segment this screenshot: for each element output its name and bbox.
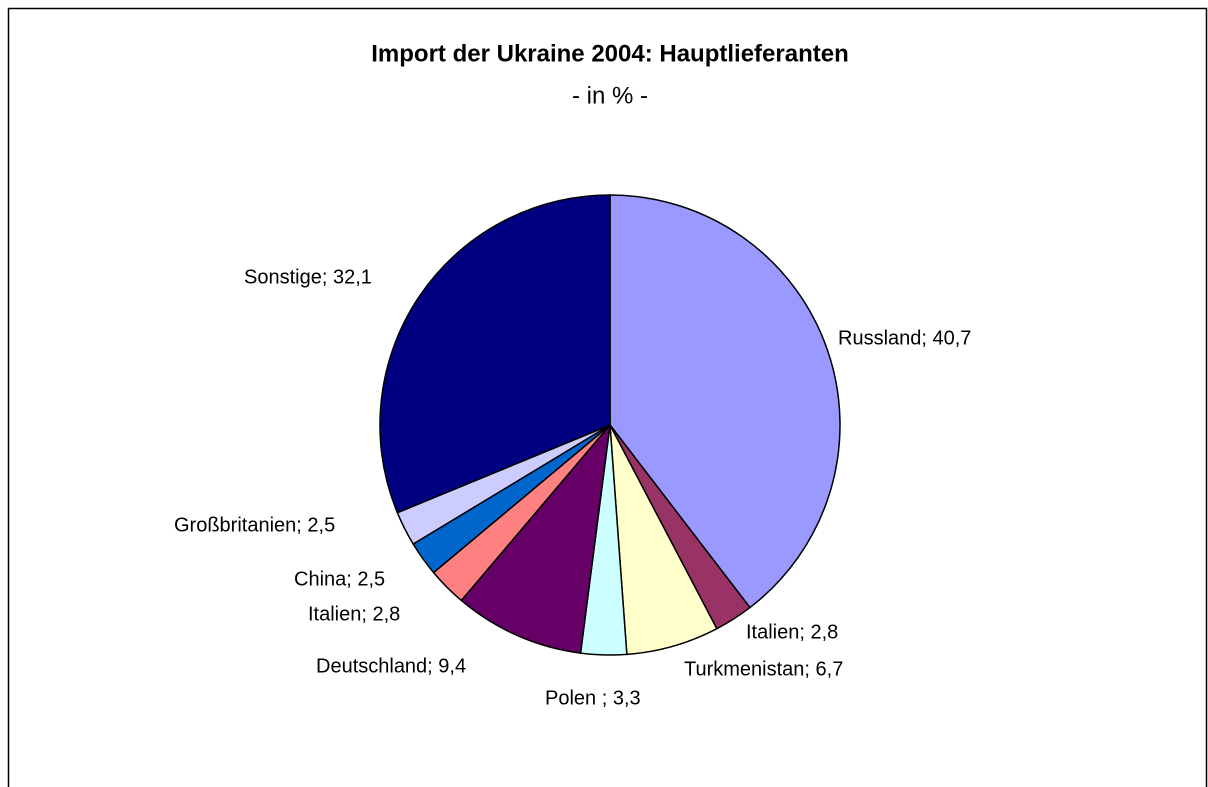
slice-label: Turkmenistan; 6,7 [684,658,843,680]
slice-label: Deutschland; 9,4 [316,655,466,677]
slice-label: Polen ; 3,3 [545,687,641,709]
pie-slice [379,194,611,514]
chart-subtitle: - in % - [572,82,648,109]
slice-label: Großbritanien; 2,5 [174,514,335,536]
slice-label: Russland; 40,7 [838,327,971,349]
slice-label: Italien; 2,8 [746,621,838,643]
slice-label: China; 2,5 [294,568,385,590]
pie-slice [460,422,612,654]
slice-label: Italien; 2,8 [308,603,400,625]
chart-title: Import der Ukraine 2004: Hauptlieferante… [371,40,848,67]
pie-slice [609,194,841,609]
slice-label: Sonstige; 32,1 [244,266,372,288]
